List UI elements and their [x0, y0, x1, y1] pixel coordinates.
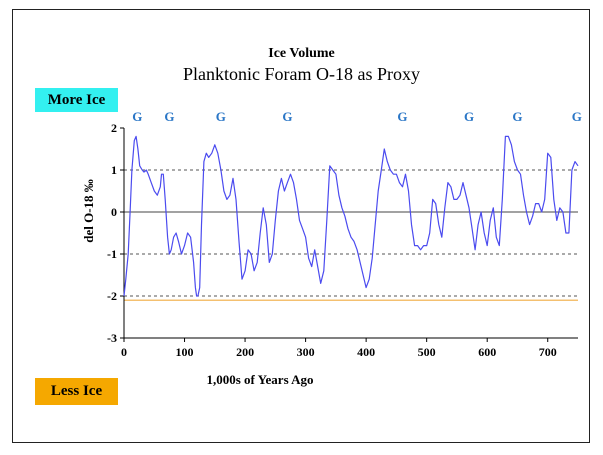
series-line [123, 135, 579, 297]
series-layer [123, 135, 579, 297]
y-tick-label: 1 [111, 163, 117, 177]
y-tick-label: 0 [111, 205, 117, 219]
glacial-marker: G [216, 109, 226, 124]
y-tick-label: -2 [107, 289, 117, 303]
glacial-marker: G [282, 109, 292, 124]
less-ice-badge: Less Ice [35, 378, 118, 405]
x-tick-label: 700 [539, 345, 557, 359]
y-tick-label: -3 [107, 331, 117, 345]
x-tick-label: 400 [357, 345, 375, 359]
x-tick-label: 0 [121, 345, 127, 359]
axes [120, 127, 578, 342]
glacial-marker: G [397, 109, 407, 124]
grid-lines [124, 169, 578, 301]
x-tick-label: 100 [176, 345, 194, 359]
more-ice-badge: More Ice [35, 88, 118, 112]
x-axis-label: 1,000s of Years Ago [206, 372, 313, 387]
glacial-marker: G [512, 109, 522, 124]
x-tick-label: 500 [418, 345, 436, 359]
chart-subtitle: Planktonic Foram O-18 as Proxy [183, 64, 420, 84]
glacial-marker: G [164, 109, 174, 124]
glacial-marker: G [572, 109, 582, 124]
x-tick-label: 300 [297, 345, 315, 359]
x-tick-label: 200 [236, 345, 254, 359]
glacial-marker: G [132, 109, 142, 124]
chart-title: Ice Volume [268, 46, 335, 61]
x-tick-label: 600 [478, 345, 496, 359]
glacial-marker: G [464, 109, 474, 124]
y-axis-label: del O-18 ‰ [81, 179, 96, 243]
y-tick-label: -1 [107, 247, 117, 261]
y-tick-label: 2 [111, 121, 117, 135]
tick-labels: 2 1 0 -1 -2 -3 0 100 200 300 400 500 600 700 [107, 121, 557, 359]
